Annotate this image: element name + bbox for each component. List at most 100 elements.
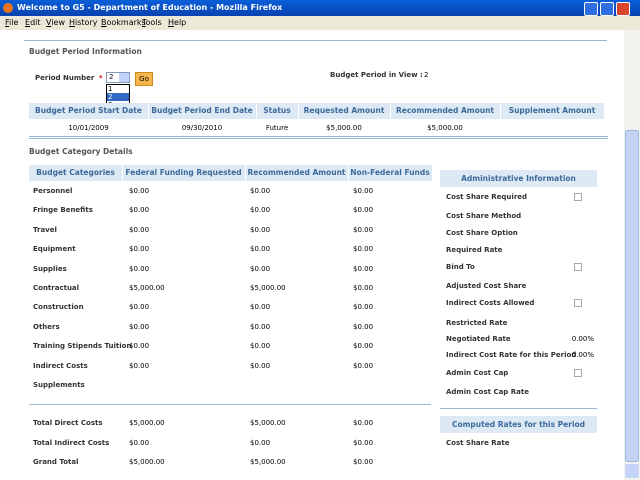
field-label: Indirect Cost Rate for this Period bbox=[446, 351, 577, 359]
row-label: Total Direct Costs bbox=[33, 419, 103, 427]
row-label: Construction bbox=[33, 303, 84, 312]
panel-header bbox=[440, 416, 597, 433]
table-cell: $0.00 bbox=[250, 264, 271, 273]
select-value: 2 bbox=[109, 73, 114, 81]
table-cell: $0.00 bbox=[353, 419, 374, 427]
section-heading: Budget Period Information bbox=[29, 47, 142, 56]
column-separator bbox=[500, 103, 501, 119]
menu-item[interactable]: File bbox=[5, 18, 19, 27]
table-cell: Future bbox=[265, 124, 289, 132]
maximize-button[interactable] bbox=[600, 2, 614, 16]
table-cell: $0.00 bbox=[353, 206, 374, 215]
table-cell: $0.00 bbox=[129, 438, 150, 447]
dropdown-option[interactable]: 1 bbox=[108, 85, 113, 93]
scrollbar-thumb[interactable] bbox=[625, 130, 639, 462]
table-cell: $0.00 bbox=[353, 264, 374, 273]
title-bar bbox=[0, 0, 640, 16]
column-header: Recommended Amount bbox=[396, 106, 494, 115]
column-separator bbox=[348, 165, 349, 181]
row-label: Training Stipends Tuition bbox=[33, 342, 132, 351]
divider bbox=[440, 408, 597, 409]
table-cell: $0.00 bbox=[129, 245, 150, 254]
checkbox[interactable] bbox=[574, 299, 582, 307]
field-label: Restricted Rate bbox=[446, 319, 508, 327]
row-label: Travel bbox=[33, 225, 57, 234]
field-label: Cost Share Rate bbox=[446, 439, 510, 447]
table-cell: $0.00 bbox=[129, 264, 150, 273]
menu-item[interactable]: Tools bbox=[142, 18, 162, 27]
row-label: Personnel bbox=[33, 187, 73, 195]
minimize-button[interactable] bbox=[584, 2, 598, 16]
menu-item[interactable]: Help bbox=[168, 18, 187, 27]
go-button[interactable] bbox=[135, 72, 153, 86]
field-label: Indirect Costs Allowed bbox=[446, 299, 535, 307]
table-cell: $5,000.00 bbox=[250, 458, 286, 466]
column-header: Federal Funding Requested bbox=[125, 168, 242, 177]
column-separator bbox=[122, 165, 123, 181]
table-cell: $0.00 bbox=[353, 458, 374, 466]
menu-item[interactable]: Edit bbox=[25, 18, 41, 27]
field-label: Bind To bbox=[446, 263, 475, 271]
row-label: Fringe Benefits bbox=[33, 206, 93, 215]
divider bbox=[24, 40, 607, 41]
table-header bbox=[29, 165, 432, 181]
menu-bar: File Edit View History Bookmarks Tools Help bbox=[0, 16, 640, 30]
panel-header bbox=[440, 170, 597, 187]
checkbox[interactable] bbox=[574, 369, 582, 377]
table-cell: $5,000.00 bbox=[427, 124, 463, 132]
divider bbox=[29, 138, 608, 139]
column-header: Status bbox=[263, 106, 291, 115]
window-title: Welcome to G5 - Department of Education … bbox=[17, 3, 283, 12]
table-cell: $5,000.00 bbox=[326, 124, 362, 132]
column-separator bbox=[245, 165, 246, 181]
table-cell: $0.00 bbox=[250, 342, 271, 351]
column-separator bbox=[148, 103, 149, 119]
field-value: 0.00% bbox=[571, 351, 594, 359]
app-icon bbox=[3, 3, 13, 13]
field-label: Cost Share Method bbox=[446, 212, 522, 220]
table-cell: $0.00 bbox=[129, 206, 150, 215]
row-label: Equipment bbox=[33, 245, 76, 254]
row-label: Grand Total bbox=[33, 458, 79, 466]
required-mark: * bbox=[99, 74, 103, 82]
panel-heading: Administrative Information bbox=[461, 174, 576, 183]
field-label: Period Number bbox=[35, 74, 95, 82]
checkbox[interactable] bbox=[574, 263, 582, 271]
menu-item[interactable]: Bookmarks bbox=[101, 18, 146, 27]
column-header: Requested Amount bbox=[303, 106, 385, 115]
field-label: Admin Cost Cap bbox=[446, 369, 509, 377]
table-cell: $0.00 bbox=[250, 245, 271, 254]
table-cell: $0.00 bbox=[353, 438, 374, 447]
go-button-label: Go bbox=[139, 75, 149, 83]
table-cell: $5,000.00 bbox=[129, 419, 165, 427]
divider bbox=[29, 404, 431, 405]
row-label: Indirect Costs bbox=[33, 361, 88, 370]
checkbox[interactable] bbox=[574, 193, 582, 201]
table-cell: $0.00 bbox=[250, 438, 271, 447]
dropdown-highlight bbox=[107, 93, 129, 101]
menu-item[interactable]: History bbox=[69, 18, 98, 27]
column-header: Recommended Amount bbox=[247, 168, 346, 177]
menu-item[interactable]: View bbox=[46, 18, 65, 27]
table-cell: $0.00 bbox=[250, 187, 271, 195]
close-button[interactable] bbox=[616, 2, 630, 16]
field-label: Adjusted Cost Share bbox=[446, 282, 527, 290]
dropdown-option[interactable]: 2 bbox=[108, 93, 113, 101]
table-cell: $0.00 bbox=[129, 361, 150, 370]
field-value: 2 bbox=[424, 71, 429, 79]
table-cell: $0.00 bbox=[129, 322, 150, 331]
field-label: Cost Share Option bbox=[446, 229, 518, 237]
table-cell: $0.00 bbox=[353, 225, 374, 234]
table-cell: $0.00 bbox=[250, 361, 271, 370]
field-label: Budget Period in View : bbox=[330, 71, 423, 79]
select-arrow[interactable] bbox=[119, 73, 129, 82]
table-cell: $5,000.00 bbox=[129, 458, 165, 466]
scroll-down-button[interactable] bbox=[625, 464, 639, 478]
table-cell: $0.00 bbox=[129, 225, 150, 234]
period-select[interactable] bbox=[106, 72, 130, 83]
table-cell: 10/01/2009 bbox=[68, 124, 109, 132]
field-label: Cost Share Required bbox=[446, 193, 528, 201]
table-cell: $0.00 bbox=[353, 342, 374, 351]
column-header: Supplement Amount bbox=[508, 106, 596, 115]
